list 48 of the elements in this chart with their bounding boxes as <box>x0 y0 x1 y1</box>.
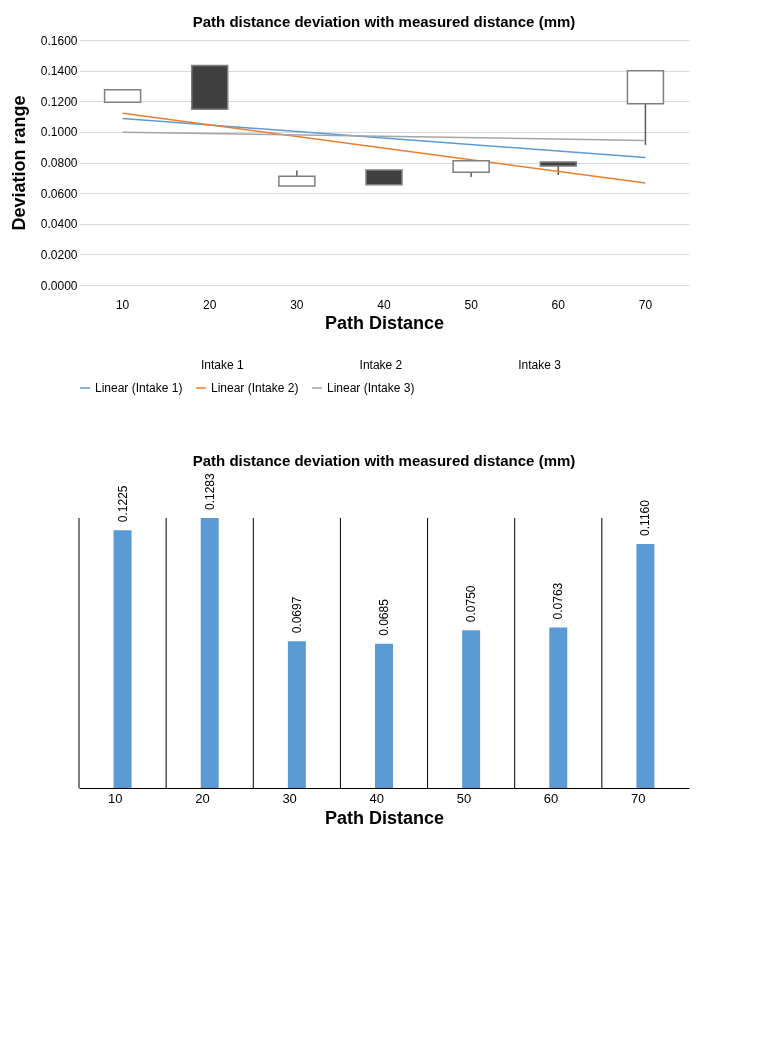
bar <box>200 518 219 788</box>
x-axis-title: Path Distance <box>324 312 445 333</box>
y-tick-label: 0.1000 <box>40 125 78 140</box>
data-label: 0.0763 <box>551 582 566 620</box>
data-label: 0.1225 <box>115 485 130 523</box>
x-tick-label: 50 <box>464 297 479 312</box>
bar <box>462 630 481 788</box>
x-tick-label: 30 <box>290 297 304 312</box>
bar <box>287 641 306 788</box>
x-axis-title: Path Distance <box>324 807 445 828</box>
y-tick-label: 0.0600 <box>40 186 78 201</box>
y-axis-title: Deviation range <box>8 95 29 231</box>
x-tick-label: 40 <box>377 297 391 312</box>
x-tick-label: 60 <box>551 297 566 312</box>
legend-label: Linear (Intake 2) <box>211 381 299 395</box>
text: Intake 3 <box>518 358 562 372</box>
x-tick-label: 20 <box>195 790 210 806</box>
bar <box>113 530 132 788</box>
legend-label: Linear (Intake 3) <box>327 381 415 395</box>
data-label: 0.0697 <box>289 596 304 634</box>
y-tick-label: 0.0800 <box>40 156 78 170</box>
bar <box>549 627 568 788</box>
x-tick-label: 30 <box>282 790 297 806</box>
data-label: 0.0750 <box>464 585 479 623</box>
text: Intake 1 <box>201 358 245 372</box>
y-tick-label: 0.1600 <box>40 33 78 48</box>
x-tick-label: 60 <box>543 790 559 806</box>
bar <box>375 643 393 788</box>
x-tick-label: 10 <box>115 297 130 312</box>
bar <box>636 543 655 788</box>
y-tick-label: 0.0200 <box>40 247 78 262</box>
data-label: 0.0685 <box>377 598 391 636</box>
y-tick-label: 0.1400 <box>40 64 78 79</box>
y-tick-label: 0.1200 <box>40 94 78 109</box>
chart-title: Path distance deviation with measured distance (mm) <box>192 452 576 470</box>
x-tick-label: 70 <box>638 297 653 312</box>
x-tick-label: 20 <box>203 297 217 312</box>
chart-title: Path distance deviation with measured distance (mm) <box>192 13 576 30</box>
x-tick-label: 10 <box>108 790 123 806</box>
x-tick-label: 70 <box>630 790 646 806</box>
data-label: 0.1283 <box>202 472 217 510</box>
data-label: 0.1160 <box>638 499 653 536</box>
x-tick-label: 50 <box>456 790 472 806</box>
y-tick-label: 0.0000 <box>40 278 78 293</box>
x-tick-label: 40 <box>369 790 384 806</box>
y-tick-label: 0.0400 <box>40 217 78 232</box>
text: Intake 2 <box>359 358 403 372</box>
legend-label: Linear (Intake 1) <box>95 381 183 395</box>
